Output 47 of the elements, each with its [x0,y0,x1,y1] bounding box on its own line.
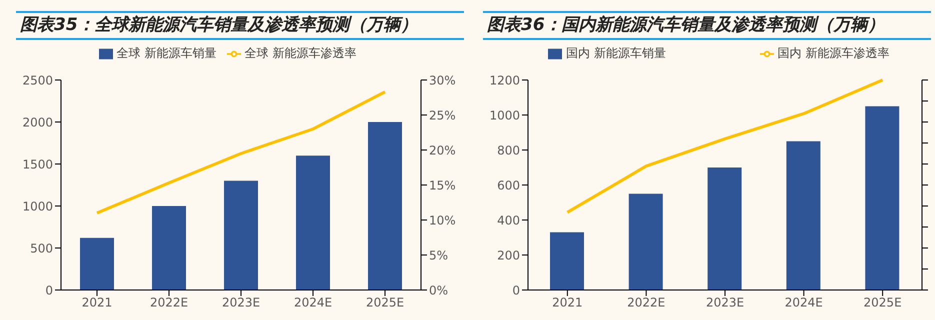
y2-tick-label: 25% [429,108,456,122]
bar [865,106,900,290]
y2-tick-label: 10% [429,213,456,228]
y2-tick-label: 0% [429,283,448,298]
x-tick-label: 2024E [294,296,332,310]
x-tick-label: 2021 [552,296,583,310]
y-tick-label: 2500 [22,73,53,88]
bar [80,238,114,290]
y2-tick-label: 30% [429,73,456,88]
bar [296,156,330,290]
y2-tick-label: 20% [429,143,456,158]
x-tick-label: 2021 [82,296,112,310]
legend-label: 国内 新能源车销量 [566,46,666,60]
x-tick-label: 2022E [627,296,666,310]
legend-label: 全球 新能源车销量 [116,46,216,60]
x-tick-label: 2024E [784,296,823,310]
y-tick-label: 500 [30,241,53,256]
y-tick-label: 1000 [489,108,520,122]
y-tick-label: 600 [497,178,520,192]
bar [152,206,186,290]
x-tick-label: 2023E [706,296,744,310]
y-tick-label: 200 [497,248,520,262]
y-tick-label: 1200 [489,73,520,88]
y-tick-label: 800 [497,143,520,158]
bar [368,122,402,290]
x-tick-label: 2023E [222,296,260,310]
y-tick-label: 0 [512,283,520,298]
legend-label: 国内 新能源车渗透率 [778,46,890,60]
y-tick-label: 0 [45,283,53,298]
bar [224,180,258,290]
y-tick-label: 400 [497,213,520,228]
x-tick-label: 2025E [864,296,902,310]
y-tick-label: 2000 [22,115,53,130]
bar [786,141,820,290]
bar [628,194,663,290]
y2-tick-label: 15% [429,178,456,192]
chart-title: 图表35：全球新能源汽车销量及渗透率预测（万辆） [16,11,464,40]
y-tick-label: 1500 [22,157,53,172]
chart-title: 图表36：国内新能源汽车销量及渗透率预测（万辆） [483,11,931,40]
bar [708,168,742,290]
bar [550,232,584,290]
x-tick-label: 2022E [150,296,188,310]
x-tick-label: 2025E [366,296,404,310]
y2-tick-label: 5% [429,248,448,262]
legend-label: 全球 新能源车渗透率 [244,46,356,60]
y-tick-label: 1000 [22,199,53,214]
line-series [96,90,386,214]
